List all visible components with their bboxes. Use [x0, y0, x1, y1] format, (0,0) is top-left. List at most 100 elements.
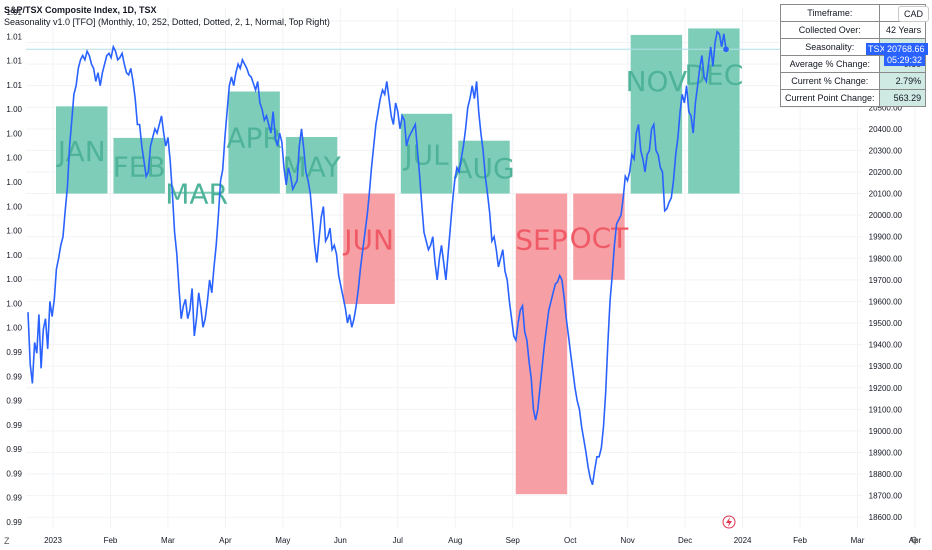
x-tick-label: Dec [678, 536, 692, 545]
x-tick-label: Feb [104, 536, 118, 545]
bar-countdown-label: 05:29:32 [884, 54, 926, 67]
y-tick-label-left: 1.00 [6, 129, 22, 138]
y-tick-label-right: 19700.00 [869, 276, 903, 285]
month-box-oct [573, 193, 625, 280]
x-tick-label: 2024 [734, 536, 752, 545]
month-label-jul: JUL [402, 139, 449, 172]
y-tick-label-right: 19400.00 [869, 341, 903, 350]
y-tick-label-right: 19800.00 [869, 254, 903, 263]
y-tick-label-left: 1.00 [6, 227, 22, 236]
x-tick-label: Aug [448, 536, 462, 545]
stats-row-point-change: Current Point Change: 563.29 [780, 89, 927, 107]
month-label-mar: MAR [165, 178, 228, 211]
y-tick-label-right: 18700.00 [869, 492, 903, 501]
lightning-icon[interactable] [722, 515, 736, 529]
y-tick-label-left: 0.99 [6, 494, 22, 503]
y-tick-label-right: 19500.00 [869, 319, 903, 328]
month-box-jun [343, 193, 395, 304]
month-label-oct: OCT [570, 222, 630, 255]
timezone-z-label[interactable]: Z [4, 536, 10, 546]
x-tick-label: 2023 [44, 536, 62, 545]
y-tick-label-left: 0.99 [6, 518, 22, 527]
y-tick-label-left: 1.01 [6, 81, 22, 90]
month-box-jan [56, 106, 108, 194]
stats-value: 2.79% [878, 72, 927, 90]
y-tick-label-right: 20100.00 [869, 190, 903, 199]
x-tick-label: Apr [909, 536, 922, 545]
last-price-label: 20768.66 [884, 43, 928, 56]
y-tick-label-left: 1.00 [6, 178, 22, 187]
y-tick-label-right: 18800.00 [869, 470, 903, 479]
stats-key: Current Point Change: [780, 89, 880, 107]
y-tick-label-left: 1.00 [6, 154, 22, 163]
month-label-apr: APR [226, 122, 282, 155]
y-tick-label-left: 1.00 [6, 275, 22, 284]
y-tick-label-right: 20200.00 [869, 168, 903, 177]
y-tick-label-left: 1.01 [6, 32, 22, 41]
month-label-jan: JAN [56, 135, 106, 168]
month-box-mar [170, 191, 223, 194]
month-box-sep [515, 193, 568, 495]
y-tick-label-right: 19100.00 [869, 405, 903, 414]
currency-button[interactable]: CAD [898, 6, 930, 22]
y-tick-label-right: 20500.00 [869, 103, 903, 112]
y-tick-label-right: 19300.00 [869, 362, 903, 371]
month-label-sep: SEP [515, 224, 567, 257]
stats-key: Average % Change: [780, 55, 880, 73]
y-tick-label-left: 1.00 [6, 202, 22, 211]
stats-key: Collected Over: [780, 21, 880, 39]
month-label-jun: JUN [342, 224, 394, 257]
symbol-price-tag: TSX [866, 43, 888, 56]
stats-value: 563.29 [878, 89, 927, 107]
stats-key: Seasonality: [780, 38, 880, 56]
y-tick-label-right: 18600.00 [869, 513, 903, 522]
y-tick-label-left: 1.01 [6, 8, 22, 17]
y-tick-label-left: 0.99 [6, 372, 22, 381]
last-price-dot [723, 46, 729, 53]
stats-key: Current % Change: [780, 72, 880, 90]
y-tick-label-left: 0.99 [6, 469, 22, 478]
x-tick-label: May [275, 536, 290, 545]
x-tick-label: Jun [334, 536, 347, 545]
y-tick-label-left: 1.00 [6, 324, 22, 333]
y-tick-label-right: 20000.00 [869, 211, 903, 220]
x-tick-label: Oct [564, 536, 577, 545]
y-tick-label-left: 1.00 [6, 251, 22, 260]
y-tick-label-left: 1.00 [6, 105, 22, 114]
y-tick-label-right: 19200.00 [869, 384, 903, 393]
x-tick-label: Sep [506, 536, 521, 545]
x-tick-label: Nov [621, 536, 635, 545]
month-box-jul [400, 113, 453, 194]
y-tick-label-left: 0.99 [6, 348, 22, 357]
x-tick-label: Apr [219, 536, 232, 545]
x-tick-label: Feb [793, 536, 807, 545]
chart-title: S&P/TSX Composite Index, 1D, TSX [4, 5, 157, 15]
month-label-feb: FEB [113, 151, 166, 184]
y-tick-label-right: 18900.00 [869, 448, 903, 457]
stats-row-current-change: Current % Change: 2.79% [780, 72, 927, 90]
y-tick-label-left: 0.99 [6, 421, 22, 430]
y-tick-label-left: 1.01 [6, 57, 22, 66]
month-box-apr [228, 91, 280, 194]
x-tick-label: Mar [161, 536, 175, 545]
auto-scale-button[interactable]: ⚙ [910, 535, 919, 545]
price-line [27, 30, 727, 486]
y-tick-label-left: 0.99 [6, 397, 22, 406]
x-tick-label: Jul [393, 536, 403, 545]
y-tick-label-right: 19000.00 [869, 427, 903, 436]
month-box-nov [630, 34, 683, 194]
month-box-feb [113, 137, 165, 194]
y-tick-label-left: 0.99 [6, 445, 22, 454]
stats-row-collected: Collected Over: 42 Years [780, 21, 927, 39]
month-label-nov: NOV [626, 65, 688, 98]
stats-value: 42 Years [878, 21, 927, 39]
y-tick-label-right: 20300.00 [869, 146, 903, 155]
y-tick-label-right: 20400.00 [869, 125, 903, 134]
x-tick-label: Mar [851, 536, 865, 545]
y-tick-label-right: 19900.00 [869, 233, 903, 242]
month-label-may: MAY [282, 150, 341, 183]
y-tick-label-right: 19600.00 [869, 297, 903, 306]
indicator-settings[interactable]: Seasonality v1.0 [TFO] (Monthly, 10, 252… [4, 17, 330, 27]
stats-key: Timeframe: [780, 4, 880, 22]
